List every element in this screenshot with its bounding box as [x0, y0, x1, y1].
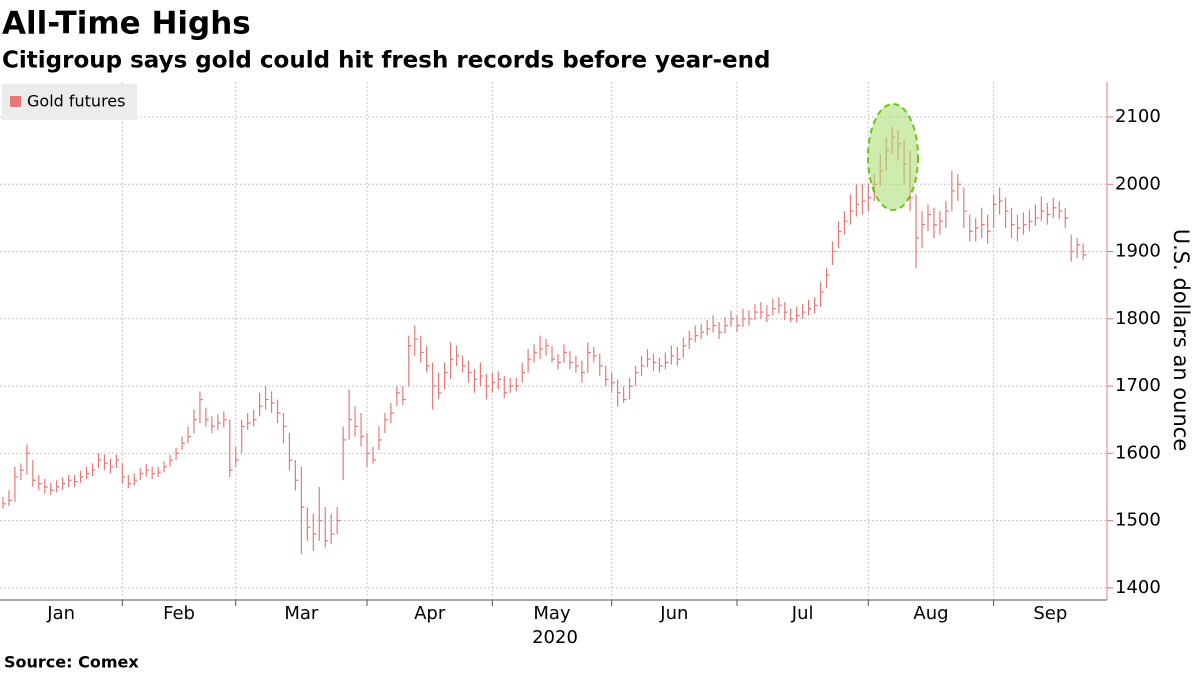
legend-box — [2, 84, 137, 120]
y-tick-label: 2000 — [1115, 173, 1161, 194]
x-tick-label: Mar — [284, 603, 319, 624]
x-tick-label: Jun — [659, 603, 688, 624]
x-tick-label: May — [533, 603, 571, 624]
legend-label: Gold futures — [27, 92, 125, 111]
y-axis-label: U.S. dollars an ounce — [1169, 229, 1193, 451]
y-tick-label: 1600 — [1115, 442, 1161, 463]
x-tick-label: Jul — [791, 603, 814, 624]
x-tick-label: Apr — [414, 603, 446, 624]
y-tick-label: 2100 — [1115, 106, 1161, 127]
highlight-ellipse — [867, 103, 919, 211]
y-tick-label: 1900 — [1115, 241, 1161, 262]
y-tick-label: 1800 — [1115, 308, 1161, 329]
x-tick-label: Feb — [163, 603, 195, 624]
chart-title: All-Time Highs — [2, 6, 251, 42]
legend-swatch — [10, 96, 21, 107]
x-tick-label: Sep — [1033, 603, 1067, 624]
plot-area: 1400 1500 1600 1700 1800 1900 2000 2100 Jan Feb Ma… — [0, 82, 1161, 624]
y-tick-label: 1500 — [1115, 510, 1161, 531]
chart-subtitle: Citigroup says gold could hit fresh reco… — [2, 48, 771, 74]
x-tick-label: Jan — [46, 603, 75, 624]
x-tick-label: Aug — [913, 603, 948, 624]
source: Source: Comex — [4, 653, 139, 672]
y-tick-label: 1700 — [1115, 375, 1161, 396]
year-label: 2020 — [532, 627, 578, 648]
y-tick-label: 1400 — [1115, 577, 1161, 598]
